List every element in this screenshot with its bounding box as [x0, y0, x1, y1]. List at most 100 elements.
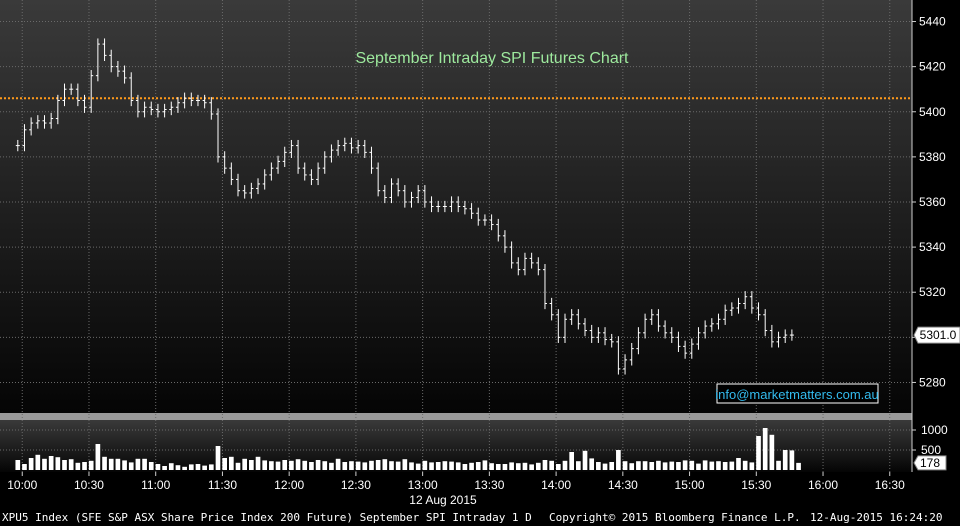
- price-bar: [322, 151, 327, 174]
- time-axis: 10:00 10:30 11:00 11:30 12:00 12:30 13:00 13:30…: [7, 472, 905, 492]
- volume-bar: [262, 460, 268, 470]
- volume-bar: [756, 436, 761, 470]
- volume-bar: [576, 461, 581, 470]
- price-bar: [129, 72, 134, 107]
- price-tick-label: 5380: [919, 150, 946, 164]
- volume-bar: [88, 460, 94, 470]
- volume-bar: [175, 465, 181, 470]
- price-bar: [569, 309, 574, 325]
- price-bar: [55, 94, 60, 125]
- volume-bar: [362, 462, 368, 470]
- volume-bar: [128, 462, 134, 470]
- price-bar: [756, 302, 761, 321]
- price-bar: [155, 103, 160, 118]
- price-bar: [95, 38, 100, 82]
- last-volume-label: 178: [920, 456, 940, 470]
- price-bar: [549, 297, 554, 321]
- volume-bar: [649, 462, 655, 470]
- price-bar: [502, 230, 507, 253]
- price-bar: [169, 101, 174, 116]
- price-bar: [769, 324, 774, 348]
- time-tick-label: 10:00: [7, 478, 37, 492]
- volume-bar: [515, 463, 521, 470]
- price-bar: [122, 65, 127, 84]
- price-bar: [436, 200, 441, 213]
- price-bar: [195, 94, 200, 107]
- price-bar: [469, 203, 474, 219]
- volume-bar: [562, 460, 568, 470]
- price-bar: [229, 162, 234, 186]
- price-bar: [783, 329, 788, 343]
- last-volume-tag: 178: [913, 455, 947, 471]
- price-bar: [462, 200, 467, 215]
- price-bar: [683, 340, 688, 359]
- price-bar: [69, 83, 74, 95]
- volume-bar: [302, 460, 308, 470]
- volume-bar: [349, 461, 354, 470]
- volume-bar: [375, 460, 381, 470]
- volume-bar: [616, 450, 621, 470]
- price-bar: [222, 151, 227, 174]
- volume-bar: [782, 450, 788, 470]
- price-bar: [302, 162, 307, 181]
- price-tick-label: 5320: [919, 285, 946, 299]
- volume-bar: [722, 462, 728, 470]
- volume-bar: [702, 460, 708, 470]
- volume-bar: [309, 462, 314, 470]
- price-bar: [776, 331, 781, 348]
- price-bar: [422, 185, 427, 208]
- volume-bar: [462, 464, 468, 470]
- volume-bar: [115, 458, 121, 470]
- volume-bar: [162, 466, 167, 470]
- price-bar: [636, 327, 641, 355]
- price-bar: [35, 115, 40, 129]
- time-tick-label: 16:00: [808, 478, 838, 492]
- price-bar: [562, 313, 567, 343]
- volume-bar: [242, 458, 248, 470]
- price-bar: [689, 338, 694, 359]
- volume-bar: [289, 460, 294, 470]
- price-tick-label: 5360: [919, 195, 946, 209]
- volume-bar: [449, 461, 454, 470]
- volume-bar: [709, 461, 715, 470]
- price-bar: [789, 329, 794, 341]
- volume-bar: [22, 464, 27, 470]
- price-bar: [429, 196, 434, 213]
- volume-bar: [135, 458, 141, 470]
- price-bar: [349, 137, 354, 154]
- price-bar: [242, 185, 247, 199]
- spi-intraday-chart: 528053005320534053605380540054205440 500…: [0, 0, 960, 507]
- footer-bar: XPU5 Index (SFE S&P ASX Share Price Inde…: [0, 510, 960, 526]
- time-tick-label: 16:30: [875, 478, 905, 492]
- price-bar: [542, 264, 547, 310]
- volume-bar: [796, 462, 801, 470]
- price-bar: [509, 241, 514, 269]
- panel-separator: [0, 413, 912, 420]
- volume-bar: [168, 463, 174, 470]
- volume-bar: [62, 460, 67, 470]
- volume-bar: [495, 464, 501, 470]
- volume-bar: [442, 461, 448, 470]
- volume-bar: [269, 461, 274, 470]
- volume-bar: [42, 458, 47, 470]
- price-bar: [89, 70, 94, 113]
- volume-bar: [122, 460, 127, 470]
- price-bar: [316, 162, 321, 186]
- volume-bar: [222, 458, 227, 470]
- price-bar: [182, 92, 187, 109]
- price-bar: [215, 108, 220, 163]
- volume-series: [15, 428, 801, 470]
- volume-bar: [622, 461, 628, 470]
- price-bar: [743, 291, 748, 310]
- price-tick-label: 5420: [919, 60, 946, 74]
- last-price-tag: 5301.0: [913, 326, 960, 344]
- price-bar: [529, 252, 534, 269]
- volume-bar: [68, 459, 74, 470]
- volume-bar: [469, 462, 474, 470]
- price-bar: [409, 191, 414, 208]
- volume-bar: [762, 428, 768, 470]
- volume-bar: [589, 458, 595, 470]
- volume-bar: [482, 460, 488, 470]
- price-bar: [369, 146, 374, 174]
- footer-copyright: Copyright© 2015 Bloomberg Finance L.P.: [549, 511, 801, 524]
